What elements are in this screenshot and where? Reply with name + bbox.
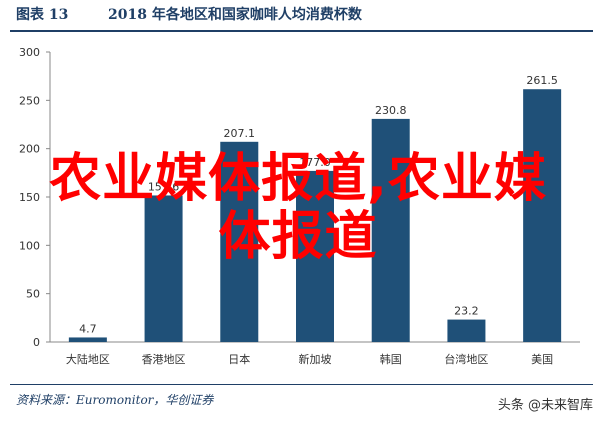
corner-watermark: 头条 @未来智库: [497, 398, 593, 413]
bar: [68, 337, 107, 342]
y-tick-label: 150: [19, 191, 40, 204]
footer-rule: [10, 384, 593, 385]
x-tick-label: 美国: [531, 353, 553, 366]
bar-value-label: 151.6: [148, 180, 180, 193]
y-tick-label: 100: [19, 239, 40, 252]
y-tick-label: 300: [19, 46, 40, 59]
bar-value-label: 177.0: [299, 156, 331, 169]
x-tick-label: 大陆地区: [66, 352, 110, 366]
figure-header: 图表 13 2018 年各地区和国家咖啡人均消费杯数: [10, 0, 593, 28]
y-tick-label: 250: [19, 94, 40, 107]
source-note: 资料来源：Euromonitor，华创证券: [16, 393, 214, 407]
bar-value-label: 23.2: [454, 305, 479, 318]
header-rule: [10, 30, 593, 32]
bar-value-label: 4.7: [79, 322, 97, 335]
bar-value-label: 207.1: [224, 127, 256, 140]
bar: [447, 319, 486, 342]
x-tick-label: 香港地区: [142, 353, 186, 366]
bar: [523, 89, 562, 342]
x-tick-label: 日本: [228, 352, 250, 366]
bar: [296, 170, 334, 342]
x-tick-label: 台湾地区: [444, 352, 488, 366]
chart-title: 2018 年各地区和国家咖啡人均消费杯数: [108, 7, 362, 23]
x-tick-label: 新加坡: [299, 352, 332, 366]
figure-label: 图表 13: [16, 7, 69, 23]
y-tick-label: 0: [33, 336, 40, 349]
y-tick-label: 50: [26, 288, 40, 301]
y-tick-label: 200: [19, 143, 40, 156]
bar: [371, 118, 410, 342]
x-tick-label: 韩国: [380, 352, 402, 366]
overlay-watermark-text: 农业媒体报道,农业媒体报道: [49, 149, 547, 267]
bar: [220, 141, 259, 342]
bar: [144, 195, 183, 342]
bar-value-label: 230.8: [375, 104, 407, 117]
bar-value-label: 261.5: [526, 74, 558, 87]
